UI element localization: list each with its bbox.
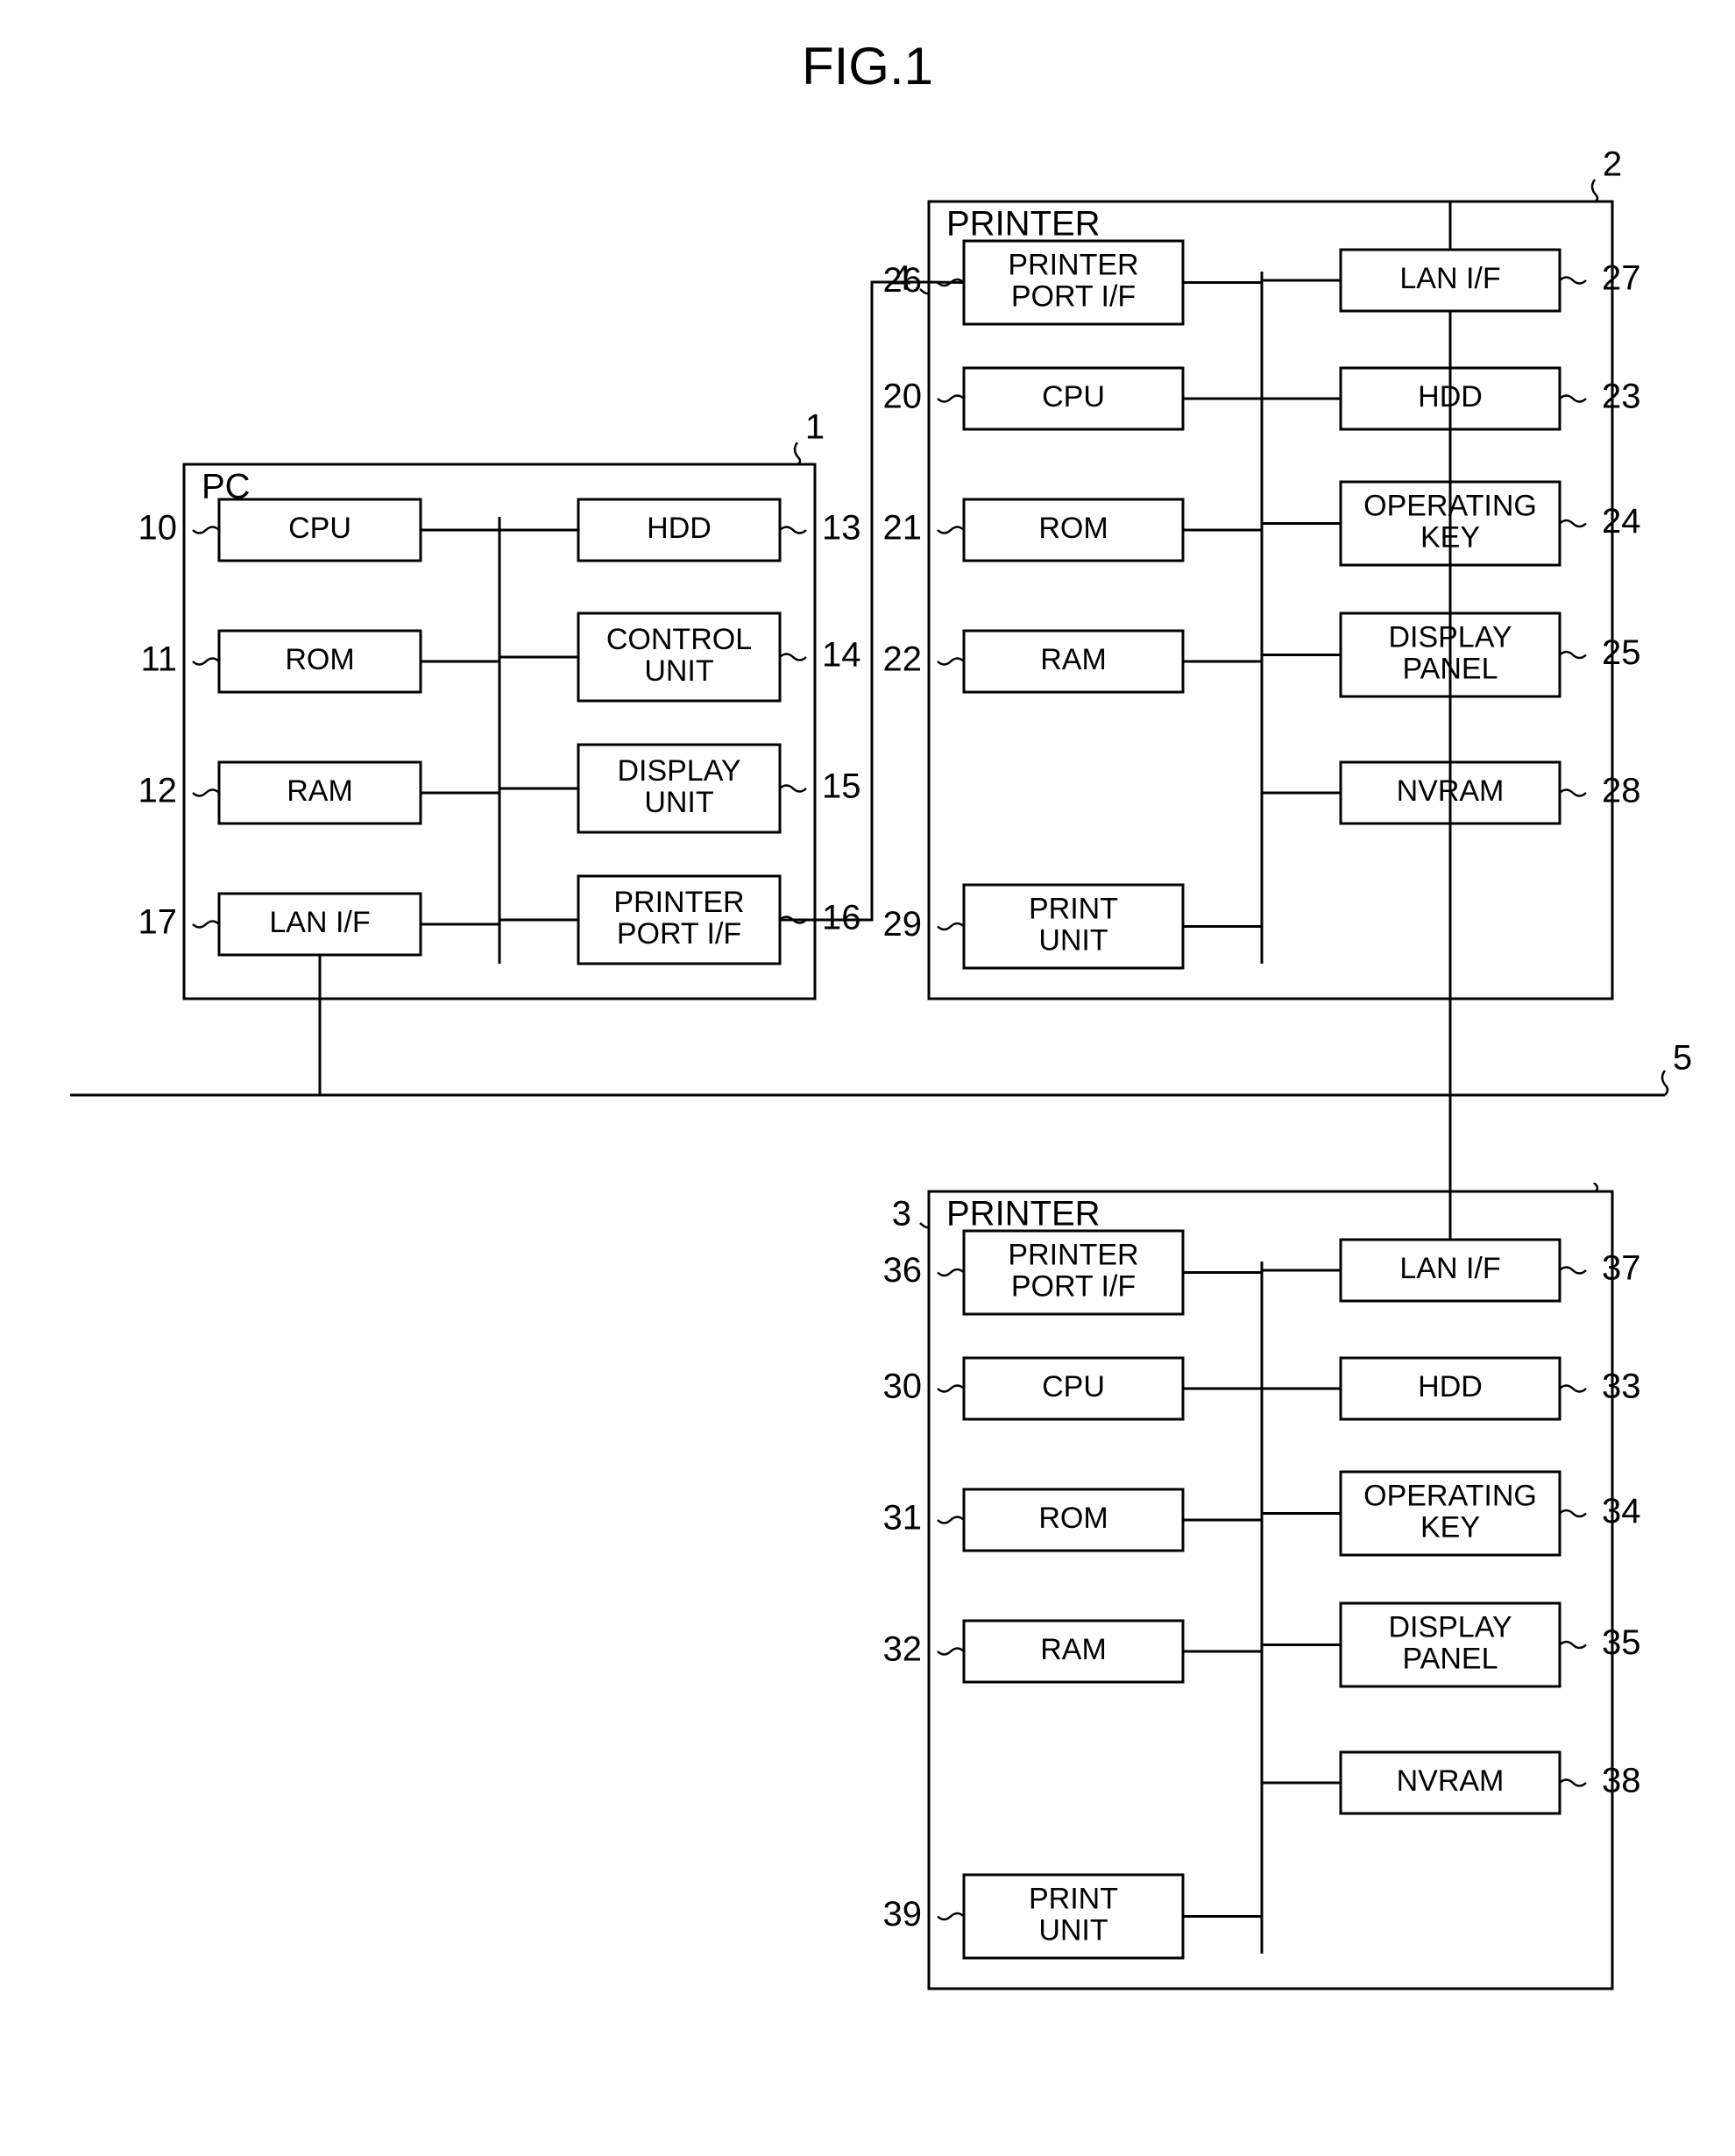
pc-ref-lead bbox=[795, 442, 800, 464]
svg-text:CPU: CPU bbox=[288, 512, 351, 545]
svg-text:HDD: HDD bbox=[647, 512, 712, 545]
svg-text:1: 1 bbox=[805, 408, 825, 447]
pc-disp-lead bbox=[780, 786, 806, 792]
svg-text:16: 16 bbox=[822, 899, 861, 937]
svg-text:PRINT: PRINT bbox=[1029, 893, 1118, 926]
printer3-nvram-lead bbox=[1560, 1780, 1586, 1786]
svg-text:LAN I/F: LAN I/F bbox=[1399, 1252, 1500, 1285]
svg-text:34: 34 bbox=[1602, 1492, 1641, 1530]
svg-text:RAM: RAM bbox=[1040, 643, 1107, 676]
printer3-ppif-lead bbox=[938, 1269, 964, 1276]
printer2-opkey-lead bbox=[1560, 520, 1586, 527]
printer2-ref-lead bbox=[1592, 180, 1597, 201]
svg-text:PRINTER: PRINTER bbox=[946, 205, 1101, 244]
printer3-disp-lead bbox=[1560, 1642, 1586, 1648]
svg-text:30: 30 bbox=[883, 1368, 923, 1406]
svg-text:PORT I/F: PORT I/F bbox=[617, 917, 741, 951]
svg-text:35: 35 bbox=[1602, 1623, 1641, 1662]
svg-text:27: 27 bbox=[1602, 259, 1641, 298]
svg-text:12: 12 bbox=[138, 772, 178, 810]
svg-text:21: 21 bbox=[883, 509, 923, 548]
svg-text:DISPLAY: DISPLAY bbox=[1388, 1611, 1512, 1644]
svg-text:28: 28 bbox=[1602, 772, 1641, 810]
svg-text:PRINTER: PRINTER bbox=[1008, 1239, 1138, 1272]
pc-hdd-lead bbox=[780, 527, 806, 534]
svg-text:17: 17 bbox=[138, 903, 178, 942]
pc-ctrl-lead bbox=[780, 654, 806, 661]
svg-text:CPU: CPU bbox=[1042, 1370, 1105, 1403]
svg-text:PORT I/F: PORT I/F bbox=[1011, 279, 1136, 313]
svg-text:22: 22 bbox=[883, 640, 923, 679]
svg-text:FIG.1: FIG.1 bbox=[802, 37, 933, 95]
printer3-opkey-lead bbox=[1560, 1510, 1586, 1516]
svg-text:20: 20 bbox=[883, 378, 923, 416]
svg-text:11: 11 bbox=[140, 640, 177, 679]
printer3-ref-mask bbox=[1551, 1130, 1630, 1183]
svg-text:KEY: KEY bbox=[1420, 1510, 1480, 1544]
svg-text:UNIT: UNIT bbox=[1038, 1913, 1108, 1947]
svg-text:PRINT: PRINT bbox=[1029, 1883, 1118, 1916]
svg-text:UNIT: UNIT bbox=[1038, 923, 1108, 957]
svg-text:13: 13 bbox=[822, 509, 861, 548]
printer3-ram-lead bbox=[938, 1649, 964, 1655]
svg-text:15: 15 bbox=[822, 767, 861, 806]
svg-text:36: 36 bbox=[883, 1251, 923, 1290]
svg-text:10: 10 bbox=[138, 509, 178, 548]
svg-text:32: 32 bbox=[883, 1630, 923, 1669]
pc-lanif-lead bbox=[193, 922, 219, 928]
printer2-print-lead bbox=[938, 923, 964, 930]
svg-text:UNIT: UNIT bbox=[644, 786, 713, 819]
printer3-cpu-lead bbox=[938, 1386, 964, 1392]
printer2-ram-lead bbox=[938, 659, 964, 665]
svg-text:LAN I/F: LAN I/F bbox=[269, 906, 370, 939]
svg-text:24: 24 bbox=[1602, 502, 1641, 541]
svg-text:CPU: CPU bbox=[1042, 380, 1105, 414]
svg-text:26: 26 bbox=[883, 261, 923, 300]
svg-text:DISPLAY: DISPLAY bbox=[617, 754, 740, 788]
svg-text:RAM: RAM bbox=[287, 774, 353, 808]
svg-text:14: 14 bbox=[822, 636, 861, 675]
pc-ram-lead bbox=[193, 790, 219, 796]
svg-text:PORT I/F: PORT I/F bbox=[1011, 1269, 1136, 1303]
svg-text:RAM: RAM bbox=[1040, 1633, 1107, 1666]
printer2-disp-lead bbox=[1560, 652, 1586, 658]
svg-text:ROM: ROM bbox=[285, 643, 354, 676]
svg-text:23: 23 bbox=[1602, 378, 1641, 416]
svg-text:PRINTER: PRINTER bbox=[613, 886, 744, 919]
svg-text:2: 2 bbox=[1603, 145, 1622, 184]
svg-text:ROM: ROM bbox=[1038, 1502, 1108, 1535]
printer3-rom-lead bbox=[938, 1517, 964, 1523]
svg-text:ROM: ROM bbox=[1038, 512, 1108, 545]
printer2-lanif-lead bbox=[1560, 278, 1586, 284]
printer3-hdd-lead bbox=[1560, 1386, 1586, 1392]
svg-text:38: 38 bbox=[1602, 1762, 1641, 1800]
printer2-rom-lead bbox=[938, 527, 964, 534]
svg-text:33: 33 bbox=[1602, 1368, 1641, 1406]
pc-rom-lead bbox=[193, 659, 219, 665]
svg-text:CONTROL: CONTROL bbox=[606, 623, 752, 656]
svg-text:LAN I/F: LAN I/F bbox=[1399, 262, 1500, 295]
svg-text:37: 37 bbox=[1602, 1249, 1641, 1288]
cable-4-p2-stub bbox=[929, 282, 964, 283]
printer2-hdd-lead bbox=[1560, 396, 1586, 402]
svg-text:39: 39 bbox=[883, 1895, 923, 1933]
svg-text:3: 3 bbox=[892, 1195, 911, 1234]
printer3-print-lead bbox=[938, 1913, 964, 1919]
printer2-nvram-lead bbox=[1560, 790, 1586, 796]
svg-text:25: 25 bbox=[1602, 633, 1641, 672]
svg-text:OPERATING: OPERATING bbox=[1363, 1480, 1537, 1513]
svg-text:5: 5 bbox=[1673, 1039, 1692, 1078]
pc-cpu-lead bbox=[193, 527, 219, 534]
svg-text:PRINTER: PRINTER bbox=[946, 1195, 1101, 1234]
printer3-lanif-lead bbox=[1560, 1268, 1586, 1274]
svg-text:HDD: HDD bbox=[1418, 1370, 1483, 1403]
svg-text:29: 29 bbox=[883, 905, 923, 944]
printer2-cpu-lead bbox=[938, 396, 964, 402]
svg-text:UNIT: UNIT bbox=[644, 654, 713, 688]
svg-text:PANEL: PANEL bbox=[1403, 1642, 1498, 1675]
svg-text:31: 31 bbox=[883, 1499, 923, 1537]
network-ref-lead bbox=[1662, 1071, 1668, 1095]
svg-text:PRINTER: PRINTER bbox=[1008, 249, 1138, 282]
svg-text:NVRAM: NVRAM bbox=[1397, 1764, 1505, 1798]
